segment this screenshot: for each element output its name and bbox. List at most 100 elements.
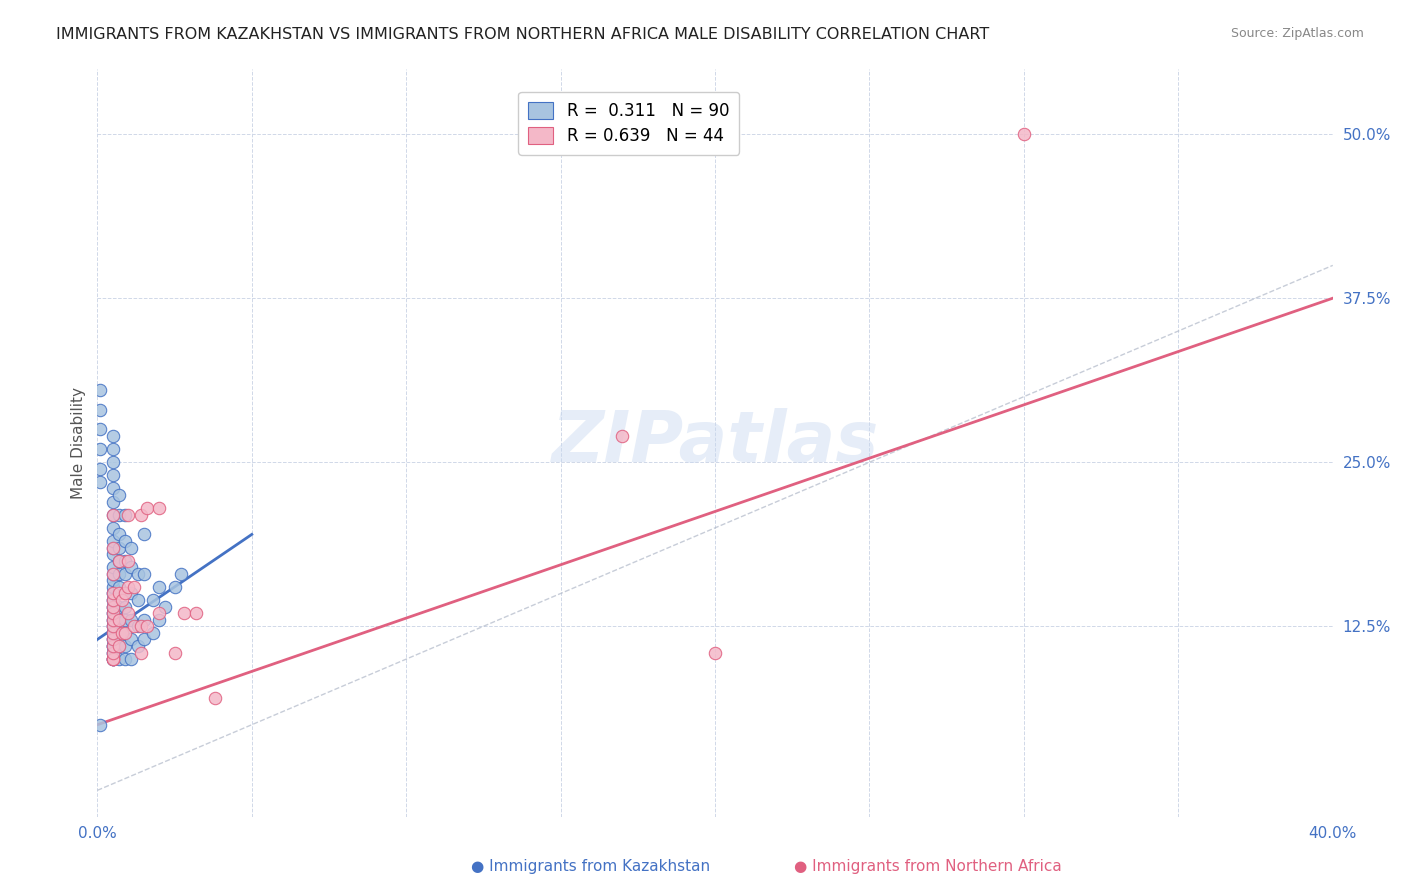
Text: ● Immigrants from Northern Africa: ● Immigrants from Northern Africa — [794, 859, 1062, 874]
Point — [120, 613, 142, 627]
Point — [117, 508, 139, 522]
Point — [101, 639, 124, 653]
Point — [101, 468, 124, 483]
Point — [89, 402, 111, 417]
Point — [124, 580, 146, 594]
Point — [170, 566, 193, 581]
Point — [114, 625, 136, 640]
Point — [101, 646, 124, 660]
Point — [101, 566, 124, 581]
Point — [101, 652, 124, 666]
Point — [101, 482, 124, 496]
Point — [108, 625, 131, 640]
Point — [142, 593, 165, 607]
Point — [114, 586, 136, 600]
Point — [89, 462, 111, 476]
Point — [148, 613, 170, 627]
Point — [114, 652, 136, 666]
Point — [108, 586, 131, 600]
Point — [127, 566, 149, 581]
Point — [148, 606, 170, 620]
Point — [101, 639, 124, 653]
Point — [142, 625, 165, 640]
Point — [101, 652, 124, 666]
Point — [117, 606, 139, 620]
Point — [114, 639, 136, 653]
Point — [101, 574, 124, 588]
Point — [111, 625, 134, 640]
Text: ZIPatlas: ZIPatlas — [551, 408, 879, 477]
Legend: R =  0.311   N = 90, R = 0.639   N = 44: R = 0.311 N = 90, R = 0.639 N = 44 — [519, 92, 740, 155]
Point — [114, 566, 136, 581]
Point — [108, 488, 131, 502]
Point — [129, 646, 152, 660]
Point — [101, 521, 124, 535]
Point — [129, 508, 152, 522]
Point — [114, 599, 136, 614]
Point — [101, 619, 124, 633]
Point — [135, 619, 157, 633]
Point — [89, 475, 111, 489]
Point — [120, 586, 142, 600]
Point — [117, 554, 139, 568]
Point — [101, 613, 124, 627]
Point — [101, 606, 124, 620]
Point — [101, 508, 124, 522]
Point — [101, 619, 124, 633]
Point — [114, 625, 136, 640]
Point — [101, 429, 124, 443]
Point — [132, 613, 155, 627]
Point — [101, 625, 124, 640]
Point — [101, 639, 124, 653]
Point — [101, 652, 124, 666]
Point — [135, 501, 157, 516]
Point — [108, 554, 131, 568]
Point — [101, 652, 124, 666]
Point — [101, 646, 124, 660]
Point — [148, 501, 170, 516]
Point — [101, 606, 124, 620]
Point — [101, 652, 124, 666]
Point — [127, 639, 149, 653]
Point — [101, 580, 124, 594]
Point — [108, 639, 131, 653]
Point — [108, 580, 131, 594]
Point — [101, 625, 124, 640]
Point — [101, 652, 124, 666]
Point — [129, 619, 152, 633]
Point — [111, 593, 134, 607]
Point — [89, 422, 111, 436]
Point — [101, 586, 124, 600]
Point — [108, 613, 131, 627]
Point — [101, 613, 124, 627]
Point — [101, 593, 124, 607]
Point — [132, 632, 155, 647]
Point — [101, 566, 124, 581]
Point — [101, 508, 124, 522]
Point — [101, 455, 124, 469]
Point — [101, 599, 124, 614]
Point — [101, 613, 124, 627]
Point — [155, 599, 177, 614]
Point — [108, 613, 131, 627]
Point — [124, 619, 146, 633]
Point — [114, 554, 136, 568]
Point — [120, 652, 142, 666]
Point — [89, 717, 111, 731]
Point — [89, 383, 111, 397]
Y-axis label: Male Disability: Male Disability — [72, 386, 86, 499]
Point — [127, 593, 149, 607]
Point — [101, 593, 124, 607]
Point — [114, 533, 136, 548]
Point — [108, 508, 131, 522]
Point — [204, 691, 226, 706]
Point — [101, 632, 124, 647]
Text: Source: ZipAtlas.com: Source: ZipAtlas.com — [1230, 27, 1364, 40]
Point — [101, 586, 124, 600]
Point — [148, 580, 170, 594]
Point — [101, 541, 124, 555]
Point — [101, 646, 124, 660]
Point — [101, 494, 124, 508]
Point — [1012, 127, 1035, 141]
Point — [704, 646, 727, 660]
